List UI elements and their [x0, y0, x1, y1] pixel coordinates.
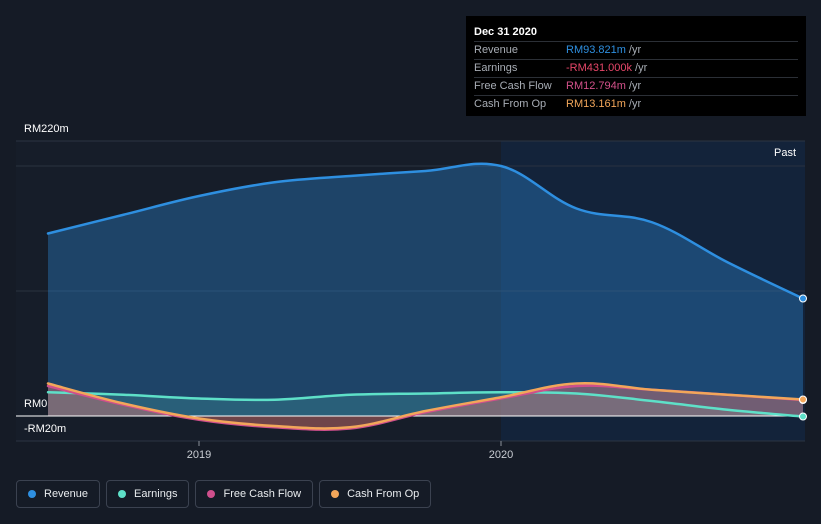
tooltip-row-revenue: Revenue RM93.821m /yr: [474, 41, 798, 59]
tooltip-row-free-cash-flow: Free Cash Flow RM12.794m /yr: [474, 77, 798, 95]
tooltip-row-earnings: Earnings -RM431.000k /yr: [474, 59, 798, 77]
tooltip-label: Free Cash Flow: [474, 80, 552, 92]
series-line-earnings: [46, 390, 805, 418]
tooltip-label: Cash From Op: [474, 98, 547, 110]
series-end-marker: [799, 412, 807, 421]
legend-item-earnings[interactable]: Earnings: [106, 480, 190, 508]
legend-label: Free Cash Flow: [223, 488, 302, 500]
legend-item-cash-from-op[interactable]: Cash From Op: [319, 480, 432, 508]
tooltip-value: RM93.821m: [566, 44, 626, 56]
chart-legend: Revenue Earnings Free Cash Flow Cash Fro…: [16, 480, 432, 508]
tooltip-label: Revenue: [474, 44, 519, 56]
series-end-marker: [799, 395, 807, 404]
tooltip-unit: /yr: [635, 62, 648, 74]
series-area-revenue: [48, 163, 803, 416]
tooltip-unit: /yr: [628, 44, 642, 56]
tooltip-unit: /yr: [628, 80, 642, 92]
legend-dot-icon: [118, 490, 127, 498]
series-area-cash-from-op: [48, 383, 803, 429]
tooltip-date: Dec 31 2020: [474, 26, 537, 38]
tooltip-value: -RM431.000k: [566, 62, 633, 74]
legend-item-free-cash-flow[interactable]: Free Cash Flow: [195, 480, 314, 508]
series-end-marker: [799, 294, 807, 303]
legend-dot-icon: [331, 490, 340, 498]
tooltip-value: RM13.161m: [566, 98, 626, 110]
legend-label: Cash From Op: [347, 488, 420, 500]
series-area-earnings: [48, 392, 803, 417]
legend-dot-icon: [28, 490, 36, 498]
legend-item-revenue[interactable]: Revenue: [16, 480, 101, 508]
tooltip-label: Earnings: [474, 62, 518, 74]
legend-label: Revenue: [44, 488, 89, 500]
legend-dot-icon: [207, 490, 216, 498]
x-tick-label: 2019: [187, 449, 211, 461]
x-tick-label: 2020: [489, 449, 513, 461]
tooltip-value: RM12.794m: [566, 80, 626, 92]
y-tick-label-zero: RM0: [24, 398, 48, 410]
tooltip-unit: /yr: [628, 98, 642, 110]
tooltip-row-cash-from-op: Cash From Op RM13.161m /yr: [474, 95, 798, 113]
legend-label: Earnings: [134, 488, 178, 500]
past-region-label: Past: [774, 147, 797, 159]
series-line-revenue: [46, 162, 805, 300]
y-tick-label-top: RM220m: [24, 123, 69, 135]
y-tick-label-bottom: -RM20m: [24, 423, 67, 435]
series-line-cash-from-op: [46, 382, 805, 430]
data-tooltip: Dec 31 2020 Revenue RM93.821m /yr Earnin…: [466, 16, 806, 116]
